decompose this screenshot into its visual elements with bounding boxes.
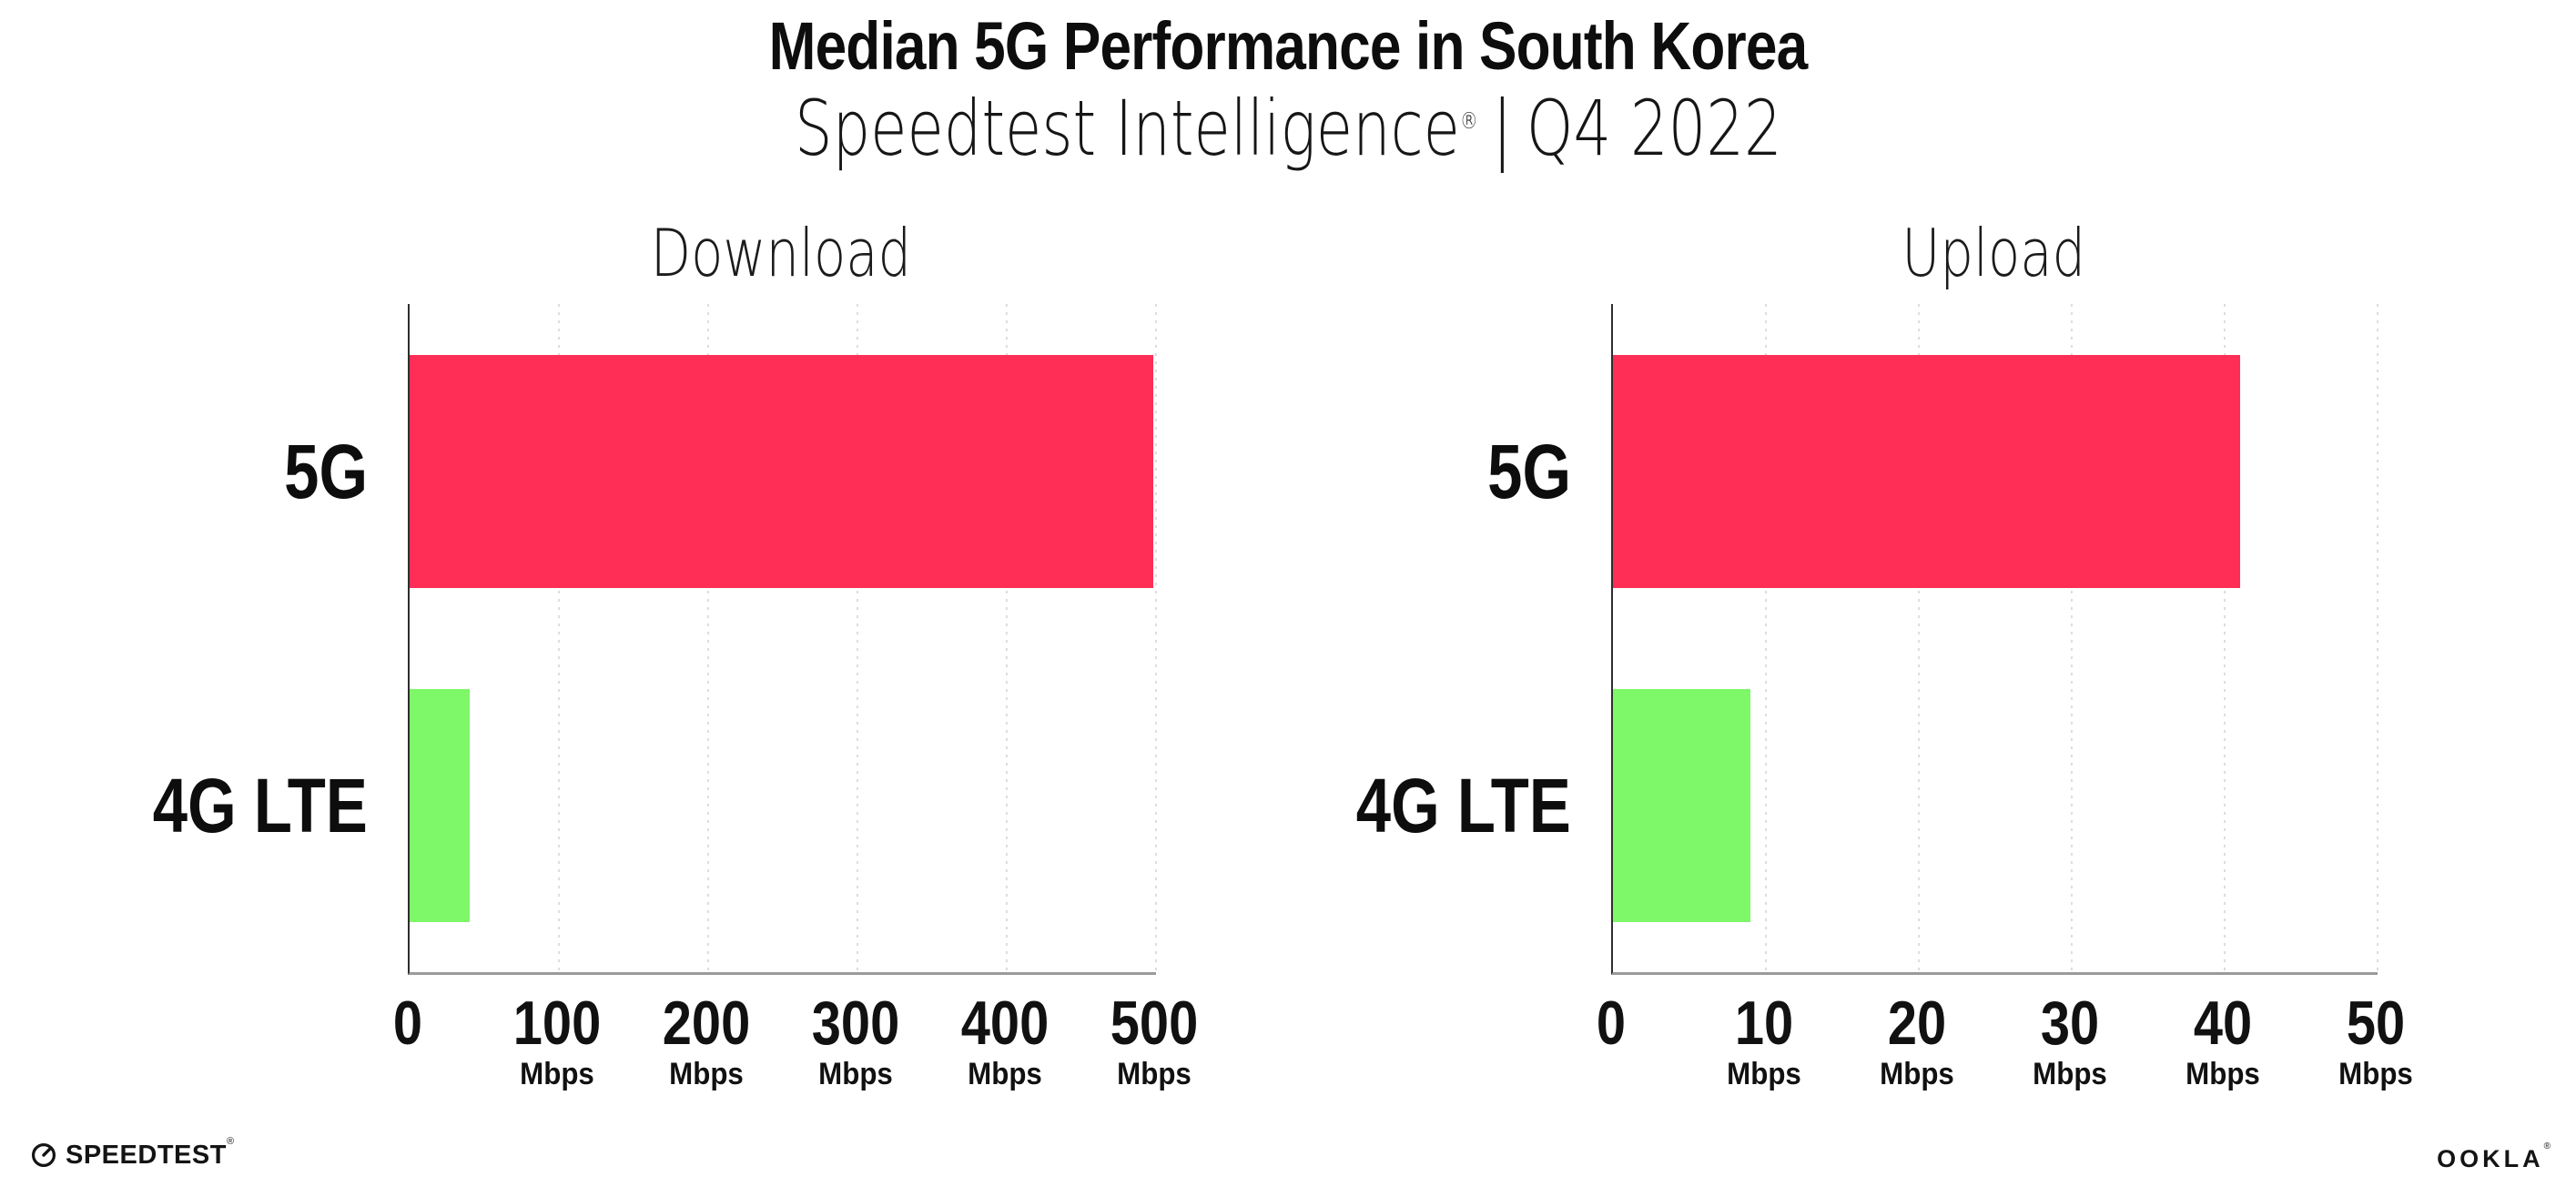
ookla-logo: OOKLA®	[2437, 1142, 2551, 1172]
x-tick-value: 20	[1887, 989, 1947, 1058]
x-tick-label-100: 100 Mbps	[505, 972, 608, 1092]
x-tick-value: 50	[2346, 989, 2406, 1058]
subtitle-period: Q4 2022	[1526, 84, 1782, 173]
x-tick-label-400: 400 Mbps	[953, 972, 1056, 1092]
gridline-500	[1155, 304, 1157, 972]
registered-mark-icon: ®	[2543, 1141, 2551, 1151]
x-tick-label-0: 0	[1594, 972, 1628, 1058]
upload-chart: Upload 5G 4G LTE 0 10 Mbps 20 Mbps 30 Mbps 40 Mbp…	[1347, 218, 2476, 1120]
x-tick-label-300: 300 Mbps	[804, 972, 907, 1092]
download-plot-area	[408, 304, 1157, 975]
gridline-400	[1006, 304, 1008, 972]
x-tick-unit: Mbps	[520, 1057, 594, 1092]
x-tick-value: 0	[392, 989, 423, 1058]
x-tick-value: 0	[1596, 989, 1627, 1058]
gridline-10	[1765, 304, 1767, 972]
gridline-50	[2377, 304, 2378, 972]
registered-mark-icon: ®	[1459, 107, 1478, 134]
x-tick-value: 500	[1110, 989, 1199, 1058]
x-tick-label-10: 10 Mbps	[1724, 972, 1805, 1092]
x-tick-unit: Mbps	[1880, 1057, 1954, 1092]
x-tick-label-50: 50 Mbps	[2336, 972, 2417, 1092]
gridline-30	[2071, 304, 2073, 972]
x-tick-unit: Mbps	[2338, 1057, 2413, 1092]
ookla-wordmark: OOKLA	[2437, 1145, 2544, 1172]
category-label-5g: 5G	[1487, 428, 1571, 514]
download-chart-title: Download	[650, 215, 912, 291]
bar-5g	[1613, 354, 2240, 588]
x-tick-value: 10	[1734, 989, 1794, 1058]
subtitle-separator: |	[1491, 84, 1512, 173]
bar-5g	[410, 354, 1153, 588]
category-label-4g-lte: 4G LTE	[1355, 762, 1571, 848]
speedtest-wordmark: SPEEDTEST®	[66, 1135, 235, 1170]
upload-chart-title: Upload	[1902, 215, 2085, 291]
upload-x-axis: 0 10 Mbps 20 Mbps 30 Mbps 40 Mbps 50 Mbps	[1597, 972, 2413, 1118]
speedtest-logo: SPEEDTEST®	[30, 1135, 235, 1170]
registered-mark-icon: ®	[226, 1135, 235, 1147]
download-chart: Download 5G 4G LTE 0 100 Mbps 200 Mbps 300 Mbps…	[137, 218, 1247, 1120]
x-tick-value: 300	[811, 989, 900, 1058]
x-tick-unit: Mbps	[1117, 1057, 1192, 1092]
download-x-axis: 0 100 Mbps 200 Mbps 300 Mbps 400 Mbps 500 Mbps	[393, 972, 1198, 1118]
category-label-4g-lte: 4G LTE	[152, 762, 368, 848]
x-tick-unit: Mbps	[968, 1057, 1042, 1092]
x-tick-unit: Mbps	[818, 1057, 893, 1092]
x-tick-label-40: 40 Mbps	[2183, 972, 2264, 1092]
bar-4g-lte	[410, 688, 470, 922]
gridline-20	[1918, 304, 1920, 972]
x-tick-label-30: 30 Mbps	[2030, 972, 2111, 1092]
figure-title: Median 5G Performance in South Korea	[768, 8, 1809, 84]
x-tick-value: 100	[512, 989, 602, 1058]
x-tick-unit: Mbps	[669, 1057, 744, 1092]
x-tick-value: 30	[2040, 989, 2100, 1058]
x-tick-value: 40	[2193, 989, 2253, 1058]
x-tick-label-20: 20 Mbps	[1877, 972, 1958, 1092]
category-label-5g: 5G	[284, 428, 368, 514]
x-tick-unit: Mbps	[1727, 1057, 1801, 1092]
gridline-40	[2224, 304, 2226, 972]
gridline-300	[857, 304, 858, 972]
speedtest-gauge-icon	[32, 1143, 56, 1167]
x-tick-unit: Mbps	[2033, 1057, 2107, 1092]
gridline-100	[558, 304, 560, 972]
gridline-200	[707, 304, 709, 972]
x-tick-label-200: 200 Mbps	[654, 972, 757, 1092]
figure-subtitle: Speedtest Intelligence® | Q4 2022	[0, 84, 2576, 173]
bar-4g-lte	[1613, 688, 1751, 922]
x-tick-label-0: 0	[390, 972, 425, 1058]
x-tick-value: 400	[960, 989, 1050, 1058]
subtitle-product: Speedtest Intelligence	[794, 84, 1460, 173]
upload-plot-area	[1611, 304, 2378, 975]
x-tick-label-500: 500 Mbps	[1102, 972, 1205, 1092]
x-tick-value: 200	[662, 989, 751, 1058]
x-tick-unit: Mbps	[2186, 1057, 2260, 1092]
